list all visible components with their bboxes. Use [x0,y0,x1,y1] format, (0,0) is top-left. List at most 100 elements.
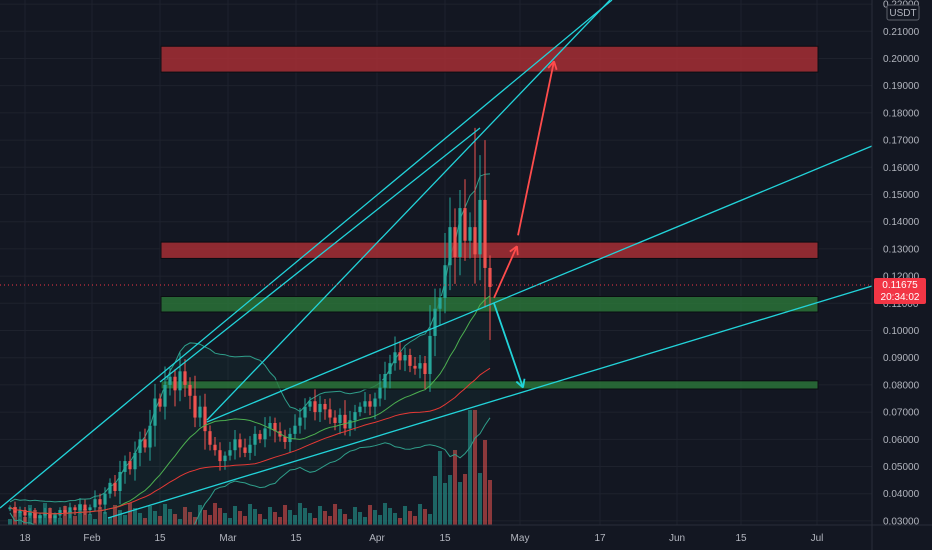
candle[interactable] [393,336,397,371]
candle[interactable] [173,369,177,407]
candle[interactable] [353,404,357,431]
candle[interactable] [63,505,67,516]
candle[interactable] [248,436,252,461]
candle[interactable] [228,441,232,461]
candle[interactable] [343,400,347,436]
candle[interactable] [78,498,82,514]
candle[interactable] [443,232,447,314]
candle[interactable] [478,155,482,281]
candle[interactable] [448,197,452,291]
candle[interactable] [188,377,192,410]
candle[interactable] [58,507,62,519]
candle[interactable] [28,508,32,519]
candle[interactable] [413,356,417,375]
candle[interactable] [243,438,247,458]
candle[interactable] [158,393,162,412]
candle[interactable] [68,502,72,519]
candle[interactable] [218,442,222,471]
resistance-zone[interactable] [160,45,819,73]
candle[interactable] [108,478,112,499]
candle[interactable] [388,354,392,389]
projection-arrow-down[interactable] [493,303,526,389]
candle[interactable] [298,408,302,434]
candle[interactable] [118,460,122,505]
candle[interactable] [253,426,257,456]
candle[interactable] [143,428,147,453]
candle[interactable] [323,399,327,420]
candle[interactable] [133,441,137,481]
candle[interactable] [458,189,462,276]
candle[interactable] [403,347,407,372]
candle[interactable] [423,356,427,390]
candle[interactable] [73,504,77,516]
candle[interactable] [168,367,172,396]
candle[interactable] [463,179,467,261]
candle[interactable] [428,305,432,392]
candle[interactable] [18,506,22,517]
support-zone[interactable] [160,380,819,390]
trendline[interactable] [0,0,613,509]
candle[interactable] [318,395,322,422]
projection-arrow-up[interactable] [517,60,558,236]
candle[interactable] [138,431,142,467]
candle[interactable] [433,288,437,357]
candlesticks[interactable] [8,127,492,523]
candle[interactable] [258,430,262,444]
candle[interactable] [313,389,317,421]
trendline[interactable] [206,0,611,421]
candle[interactable] [33,508,37,523]
candle[interactable] [348,410,352,437]
candle[interactable] [268,416,272,437]
candle[interactable] [208,425,212,451]
candle[interactable] [163,366,167,420]
candle[interactable] [153,383,157,447]
candle[interactable] [263,417,267,448]
candle[interactable] [358,402,362,417]
candle[interactable] [303,398,307,430]
candle[interactable] [113,474,117,497]
projection-arrows[interactable] [493,60,558,389]
candle[interactable] [363,391,367,414]
candle[interactable] [198,395,202,427]
candle[interactable] [483,140,487,308]
candle[interactable] [338,408,342,435]
candle[interactable] [368,394,372,416]
candle[interactable] [213,437,217,456]
candle[interactable] [453,208,457,284]
candle[interactable] [373,392,377,420]
candle[interactable] [23,506,27,522]
candle[interactable] [398,341,402,370]
candle[interactable] [238,433,242,458]
candle[interactable] [38,512,42,523]
candle[interactable] [468,212,472,259]
candle[interactable] [488,255,492,341]
candle[interactable] [378,374,382,407]
candle[interactable] [308,396,312,412]
candle[interactable] [48,507,52,523]
trendlines[interactable] [0,0,873,519]
candle[interactable] [293,414,297,440]
candle[interactable] [408,348,412,373]
candle[interactable] [203,393,207,450]
candle[interactable] [8,505,12,512]
candle[interactable] [178,352,182,402]
trendline[interactable] [107,285,873,519]
candle[interactable] [473,127,477,284]
candle[interactable] [233,430,237,460]
trendline[interactable] [159,127,481,383]
candle[interactable] [283,429,287,449]
currency-badge[interactable]: USDT [886,4,920,21]
candle[interactable] [193,375,197,428]
projection-arrow-up[interactable] [493,245,519,299]
trendline[interactable] [206,145,873,423]
candle[interactable] [383,361,387,400]
candle[interactable] [123,455,127,484]
candle[interactable] [328,398,332,424]
candle[interactable] [98,493,102,510]
candle[interactable] [88,504,92,515]
candle[interactable] [128,451,132,475]
candle[interactable] [148,409,152,461]
candle[interactable] [418,355,422,379]
